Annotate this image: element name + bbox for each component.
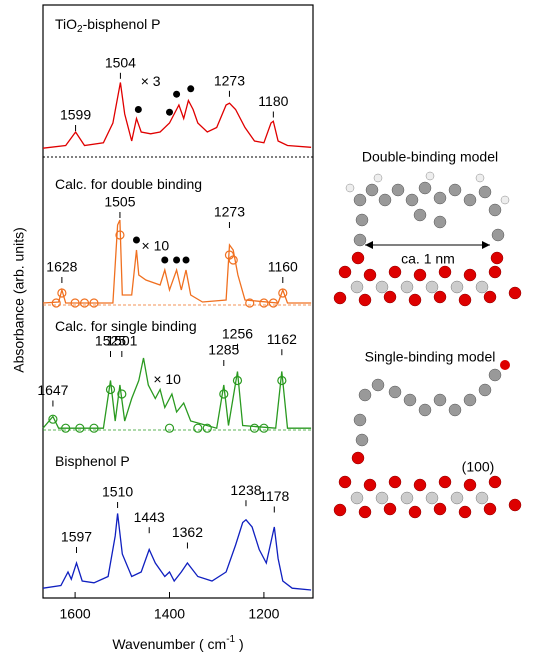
annotation: × 10 bbox=[153, 371, 181, 387]
peak-label: 1180 bbox=[258, 93, 288, 109]
x-label-end: ) bbox=[235, 636, 244, 652]
panel-title: Calc. for double binding bbox=[55, 176, 202, 192]
calc-marker bbox=[166, 424, 174, 432]
model-title: Double-binding model bbox=[362, 149, 498, 165]
peak-label: 1238 bbox=[230, 482, 261, 498]
title-main: Calc. for single binding bbox=[55, 318, 197, 334]
peak-label: 1628 bbox=[46, 259, 77, 275]
calc-marker bbox=[250, 424, 258, 432]
model-title: Single-binding model bbox=[365, 349, 496, 365]
peak-label: 1599 bbox=[60, 107, 91, 123]
x-tick-label: 1200 bbox=[248, 606, 279, 622]
peak-label: 1162 bbox=[267, 331, 297, 347]
peak-label: 1178 bbox=[259, 488, 289, 504]
peak-label: 1510 bbox=[102, 484, 133, 500]
peak-label: 1597 bbox=[61, 529, 92, 545]
calc-marker bbox=[260, 299, 268, 307]
x-axis-label: Wavenumber ( cm-1 ) bbox=[112, 634, 243, 652]
calc-marker bbox=[260, 424, 268, 432]
dot-marker bbox=[183, 257, 190, 264]
x-label-main: Wavenumber ( cm bbox=[112, 636, 226, 652]
peak-label: 1505 bbox=[104, 194, 135, 210]
model-annotation: ca. 1 nm bbox=[401, 251, 455, 267]
calc-marker bbox=[194, 424, 202, 432]
figure: Absorbance (arb. units) Wavenumber ( cm-… bbox=[0, 0, 536, 661]
dot-marker bbox=[135, 106, 142, 113]
peak-label: 1443 bbox=[134, 509, 165, 525]
peak-label: 1504 bbox=[105, 55, 136, 71]
model-annotation: (100) bbox=[462, 459, 495, 475]
annotation: × 10 bbox=[142, 238, 170, 254]
dot-marker bbox=[133, 237, 140, 244]
title-main: Bisphenol P bbox=[55, 453, 130, 469]
panel-title: Calc. for single binding bbox=[55, 318, 197, 334]
y-axis-label: Absorbance (arb. units) bbox=[11, 227, 27, 373]
single-model: (100) bbox=[334, 360, 521, 518]
calc-marker bbox=[52, 299, 60, 307]
x-tick-label: 1400 bbox=[154, 606, 185, 622]
calc-marker bbox=[220, 390, 228, 398]
peak-label: 1256 bbox=[222, 326, 253, 342]
calc-marker bbox=[107, 386, 115, 394]
dot-marker bbox=[173, 91, 180, 98]
title-main: TiO bbox=[55, 16, 77, 32]
dot-marker bbox=[166, 109, 173, 116]
annotation: × 3 bbox=[141, 73, 161, 89]
peak-label: 1285 bbox=[208, 342, 239, 358]
spectrum bbox=[43, 358, 311, 428]
title-main: Calc. for double binding bbox=[55, 176, 202, 192]
dot-marker bbox=[187, 85, 194, 92]
dot-marker bbox=[173, 257, 180, 264]
peak-label: 1160 bbox=[268, 259, 298, 275]
dot-marker bbox=[161, 257, 168, 264]
double-model: ca. 1 nm bbox=[334, 172, 521, 306]
peak-label: 1362 bbox=[172, 524, 203, 540]
peak-label: 1501 bbox=[106, 333, 137, 349]
title-end: -bisphenol P bbox=[83, 16, 161, 32]
panel-title: TiO2-bisphenol P bbox=[55, 16, 160, 35]
peak-label: 1273 bbox=[214, 204, 245, 220]
x-tick-label: 1600 bbox=[60, 606, 91, 622]
peak-label: 1273 bbox=[214, 73, 245, 89]
peak-label: 1647 bbox=[37, 382, 68, 398]
panel-title: Bisphenol P bbox=[55, 453, 130, 469]
